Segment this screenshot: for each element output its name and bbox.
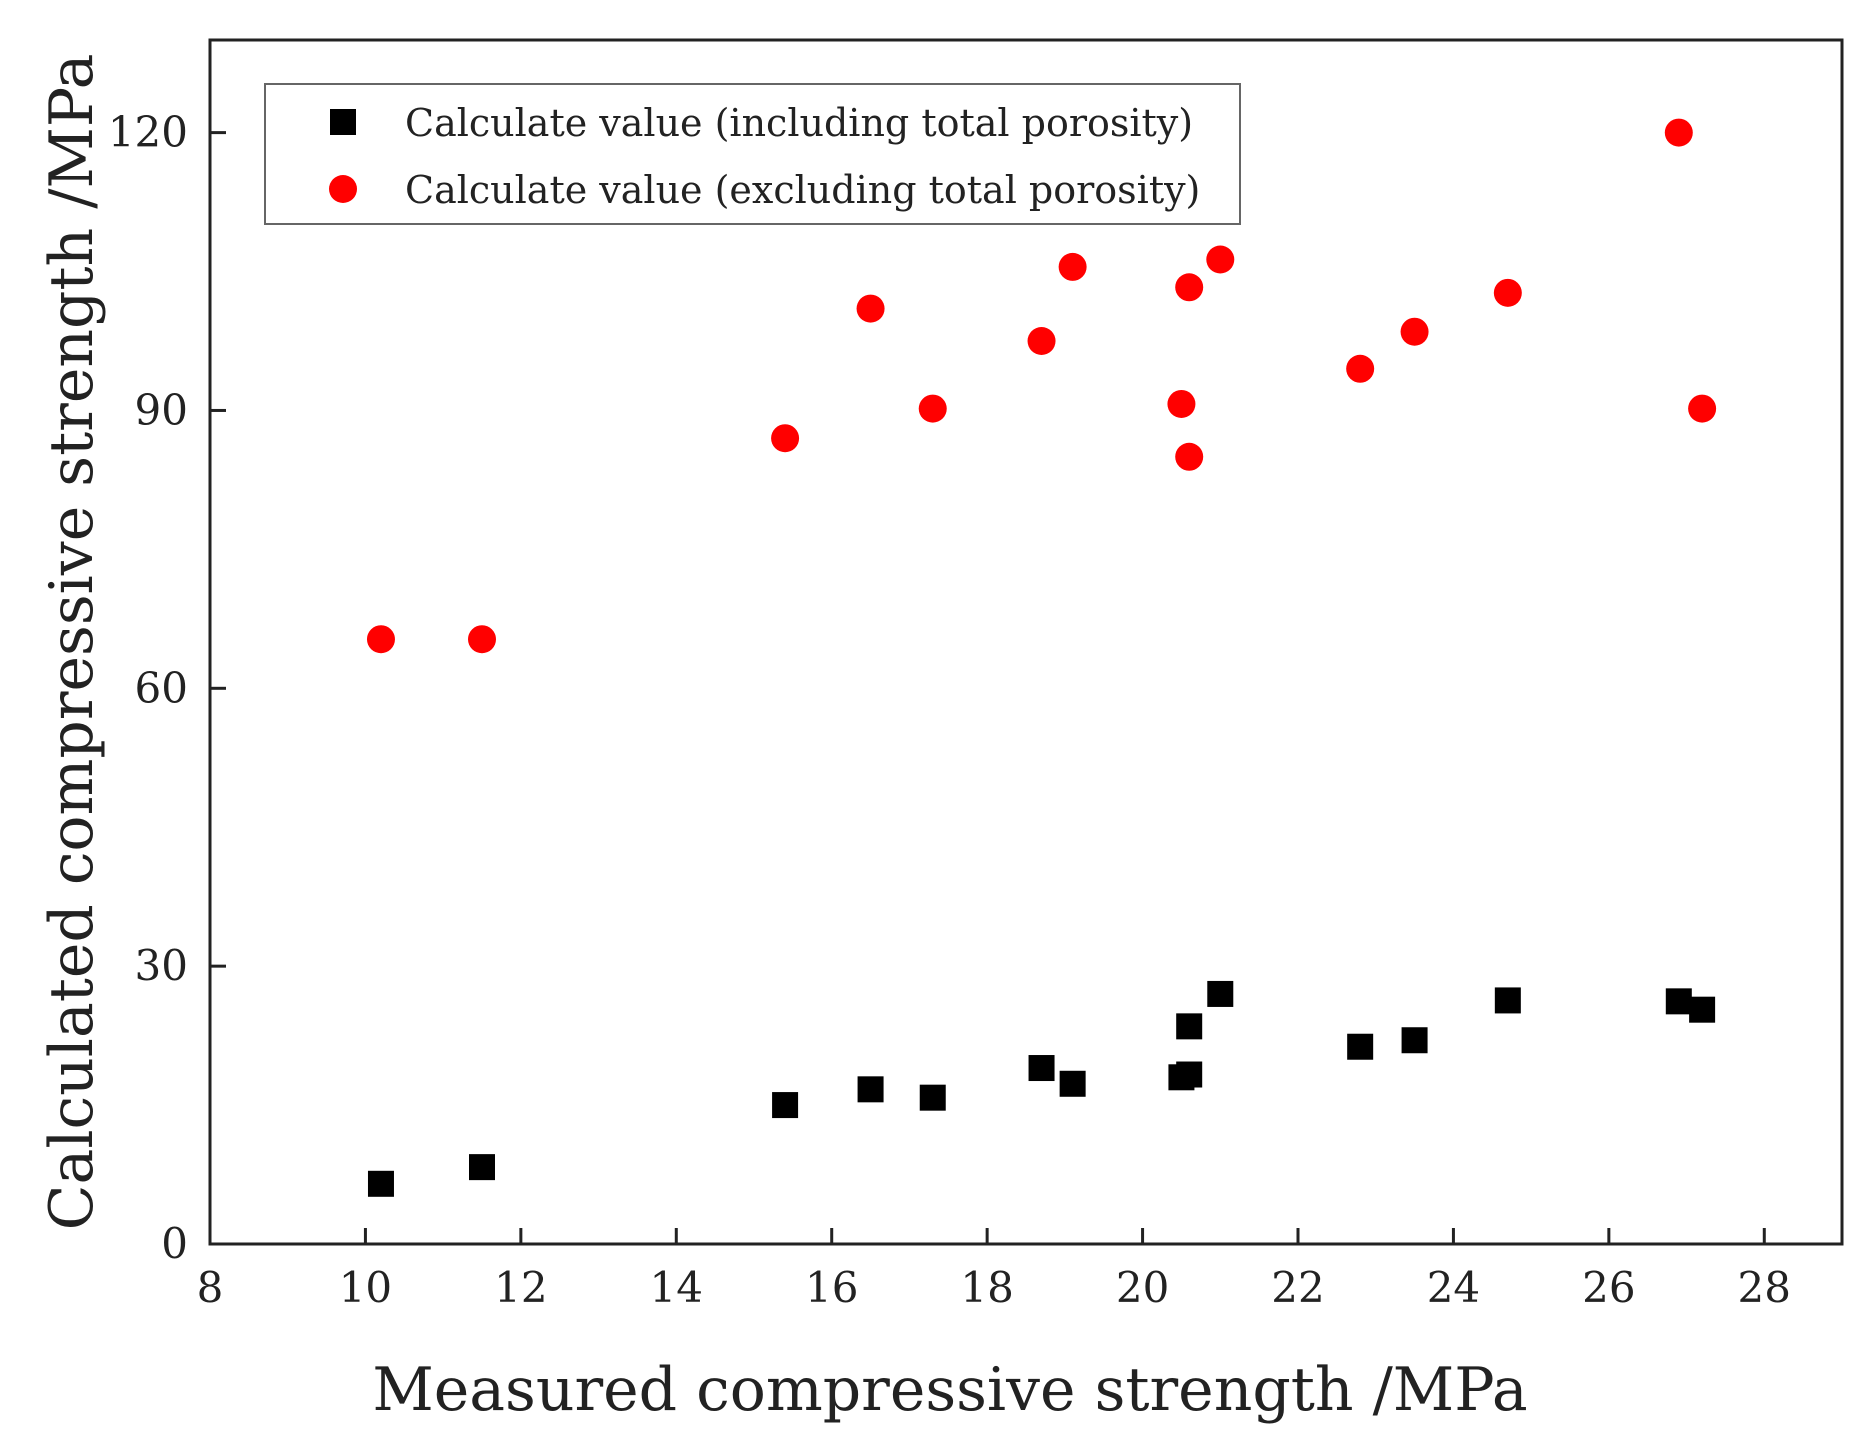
legend-label-including-porosity: Calculate value (including total porosit…: [405, 101, 1193, 145]
y-axis-title: Calculated compressive strength /MPa: [37, 54, 107, 1231]
data-point-excluding-porosity: [1346, 354, 1375, 383]
x-tick-label: 14: [650, 1263, 703, 1312]
data-point-excluding-porosity: [771, 424, 800, 453]
legend: Calculate value (including total porosit…: [264, 83, 1241, 225]
x-tick-label: 8: [197, 1263, 224, 1312]
data-point-excluding-porosity: [1400, 317, 1429, 346]
data-point-excluding-porosity: [1664, 118, 1693, 147]
data-point-including-porosity: [1689, 996, 1716, 1023]
data-point-excluding-porosity: [1493, 278, 1522, 307]
legend-label-excluding-porosity: Calculate value (excluding total porosit…: [405, 168, 1200, 212]
data-point-excluding-porosity: [468, 625, 496, 654]
y-tick-label: 60: [135, 663, 188, 712]
data-point-excluding-porosity: [1175, 442, 1204, 471]
x-tick-label: 28: [1738, 1263, 1791, 1312]
x-tick-label: 22: [1271, 1263, 1324, 1312]
y-tick-label: 120: [108, 108, 188, 157]
data-point-excluding-porosity: [918, 394, 947, 423]
y-tick-label: 0: [161, 1219, 188, 1268]
y-tick-label: 90: [135, 385, 188, 434]
x-tick-label: 20: [1116, 1263, 1169, 1312]
data-point-excluding-porosity: [1027, 327, 1056, 355]
data-point-excluding-porosity: [856, 294, 885, 323]
data-point-excluding-porosity: [1167, 389, 1196, 418]
data-point-including-porosity: [1028, 1055, 1055, 1082]
data-point-including-porosity: [772, 1092, 799, 1119]
data-point-excluding-porosity: [366, 625, 395, 654]
data-point-including-porosity: [367, 1170, 394, 1197]
x-tick-label: 16: [805, 1263, 858, 1312]
data-point-including-porosity: [1176, 1061, 1203, 1088]
x-tick-label: 12: [494, 1263, 547, 1312]
data-point-including-porosity: [1347, 1033, 1374, 1060]
x-tick-label: 24: [1427, 1263, 1480, 1312]
y-tick-label: 30: [135, 941, 188, 990]
data-point-including-porosity: [1059, 1070, 1086, 1097]
x-tick-label: 10: [339, 1263, 392, 1312]
data-point-excluding-porosity: [1175, 273, 1204, 302]
data-point-including-porosity: [1401, 1027, 1428, 1054]
data-point-including-porosity: [919, 1084, 946, 1111]
data-point-excluding-porosity: [1058, 252, 1087, 281]
legend-marker-square: [330, 109, 356, 135]
data-point-including-porosity: [469, 1154, 495, 1181]
plot-frame: [208, 38, 1844, 1246]
data-point-including-porosity: [1494, 987, 1521, 1014]
data-point-including-porosity: [1665, 988, 1692, 1015]
x-tick-label: 18: [960, 1263, 1013, 1312]
x-axis-title: Measured compressive strength /MPa: [372, 1355, 1527, 1425]
legend-marker-circle: [329, 175, 357, 203]
data-point-including-porosity: [1207, 980, 1234, 1007]
legend-box: [264, 83, 1241, 225]
data-point-excluding-porosity: [1206, 245, 1235, 274]
data-point-excluding-porosity: [1688, 394, 1717, 423]
data-point-including-porosity: [1176, 1013, 1203, 1040]
data-point-including-porosity: [857, 1076, 884, 1103]
x-tick-label: 26: [1582, 1263, 1635, 1312]
